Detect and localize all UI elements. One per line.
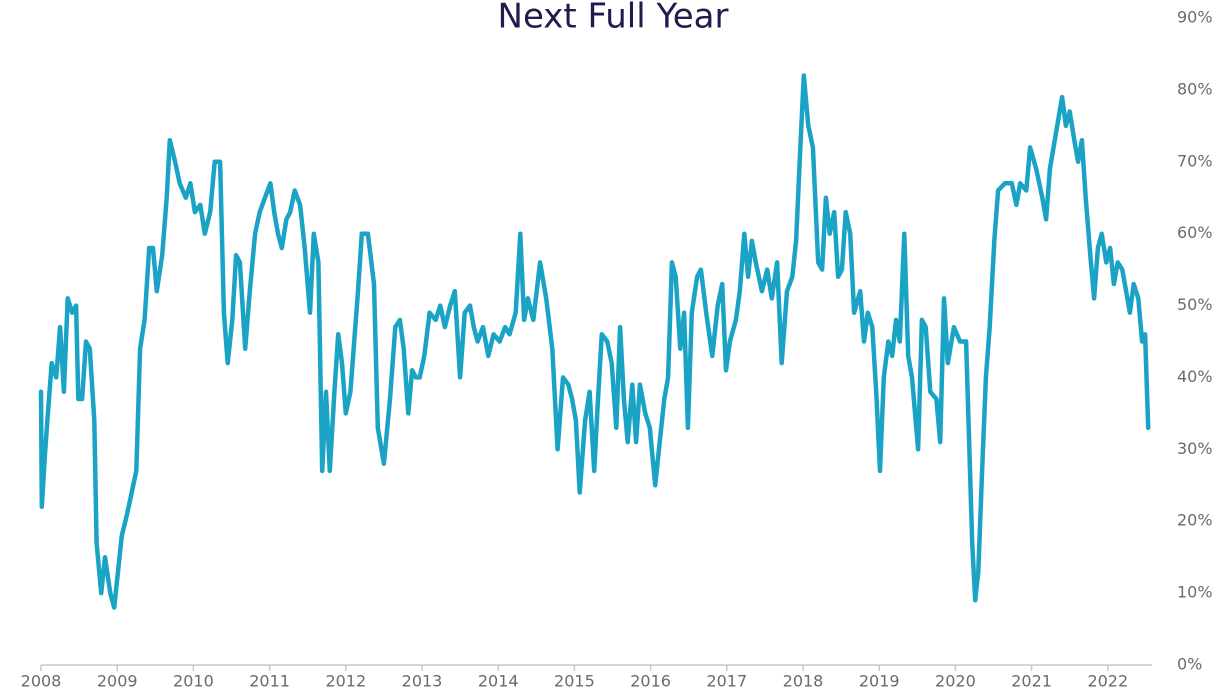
- x-tick-label: 2022: [1087, 672, 1128, 690]
- data-line: [38, 73, 1151, 610]
- y-tick-label: 50%: [1177, 295, 1213, 314]
- y-tick-label: 20%: [1177, 511, 1213, 530]
- y-tick-label: 30%: [1177, 439, 1213, 458]
- x-tick-label: 2013: [402, 672, 443, 690]
- x-tick-label: 2014: [478, 672, 519, 690]
- x-tick-label: 2011: [249, 672, 290, 690]
- x-tick-label: 2020: [935, 672, 976, 690]
- x-tick-label: 2009: [97, 672, 138, 690]
- x-tick-label: 2021: [1011, 672, 1052, 690]
- x-tick-label: 2016: [630, 672, 671, 690]
- y-tick-label: 40%: [1177, 367, 1213, 386]
- x-tick-label: 2017: [706, 672, 747, 690]
- x-tick-label: 2019: [859, 672, 900, 690]
- y-tick-label: 80%: [1177, 79, 1213, 98]
- chart-title: Next Full Year: [498, 0, 729, 37]
- y-tick-label: 0%: [1177, 655, 1202, 674]
- x-tick-label: 2010: [173, 672, 214, 690]
- y-tick-label: 70%: [1177, 151, 1213, 170]
- x-tick-label: 2012: [325, 672, 366, 690]
- y-tick-label: 60%: [1177, 223, 1213, 242]
- y-tick-label: 90%: [1177, 8, 1213, 27]
- x-tick-label: 2018: [783, 672, 824, 690]
- x-tick-label: 2015: [554, 672, 595, 690]
- x-tick-label: 2008: [21, 672, 62, 690]
- y-tick-label: 10%: [1177, 583, 1213, 602]
